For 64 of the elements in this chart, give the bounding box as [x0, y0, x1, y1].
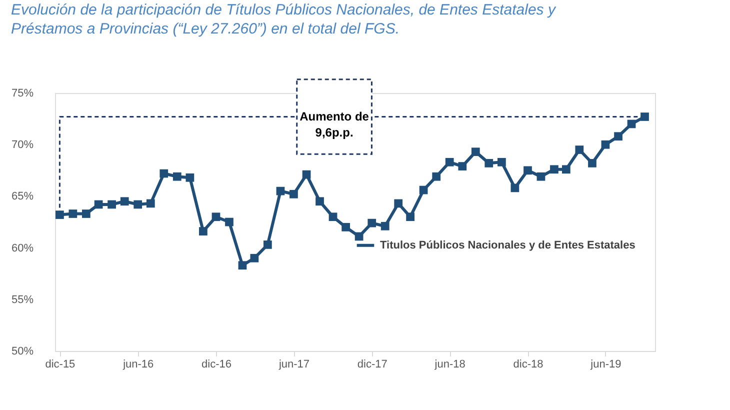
y-tick-label: 50%	[11, 346, 34, 358]
point	[56, 210, 64, 219]
point	[368, 218, 376, 228]
y-tick-label: 55%	[11, 294, 34, 306]
point	[82, 210, 90, 218]
legend-label: Titulos Públicos Nacionales y de Entes Estatales	[380, 239, 636, 252]
annotation: Aumento de 9,6p.p.	[300, 110, 370, 140]
x-tick-label: jun-19	[590, 358, 622, 370]
y-tick-label: 60%	[11, 242, 34, 254]
point	[588, 158, 596, 168]
point	[562, 165, 570, 174]
point	[146, 199, 155, 208]
text: Evolución de la participación de Títulos Públicos Nacionales, de Entes Estatales y	[10, 1, 556, 18]
point	[94, 200, 103, 209]
y-tick-label: 70%	[11, 139, 34, 152]
point	[120, 197, 129, 206]
point	[601, 140, 610, 149]
x-tick-label: jun-16	[122, 358, 154, 370]
point	[380, 222, 390, 230]
point	[263, 240, 272, 249]
text: Préstamos a Provincias (“Ley 27.260”) en el total del FGS.	[10, 20, 400, 38]
point	[186, 173, 194, 182]
point	[250, 254, 259, 262]
point	[290, 190, 298, 198]
point	[536, 172, 546, 181]
x-tick-label: jun-18	[434, 358, 466, 370]
point	[445, 158, 454, 166]
point	[498, 158, 506, 166]
x-tick-label: jun-17	[278, 358, 310, 370]
point	[406, 212, 414, 222]
point	[627, 120, 636, 128]
point	[575, 146, 584, 154]
y-tick-label: 65%	[11, 190, 34, 203]
point	[394, 199, 403, 208]
x-tick-label: dic-17	[357, 358, 388, 370]
point	[172, 172, 182, 181]
point	[550, 165, 558, 174]
point	[212, 212, 220, 222]
point	[432, 172, 441, 181]
point	[225, 218, 234, 226]
point	[640, 112, 649, 121]
point	[276, 186, 285, 196]
point	[471, 148, 480, 156]
x-tick-label: dic-15	[45, 358, 76, 370]
point	[160, 169, 168, 178]
point	[614, 132, 622, 141]
point	[68, 210, 78, 218]
point	[316, 197, 324, 206]
point	[328, 212, 338, 222]
point	[108, 200, 116, 209]
point	[484, 158, 494, 168]
point	[199, 227, 208, 236]
point	[524, 166, 532, 175]
point	[458, 162, 467, 170]
x-tick-label: dic-16	[202, 358, 232, 370]
y-tick-label: 75%	[11, 88, 34, 100]
point	[419, 186, 428, 194]
x-tick-label: dic-18	[513, 358, 544, 370]
point	[302, 170, 311, 179]
point	[354, 232, 364, 241]
point	[134, 200, 142, 209]
point	[342, 222, 350, 232]
point	[238, 261, 247, 270]
point	[510, 184, 520, 192]
